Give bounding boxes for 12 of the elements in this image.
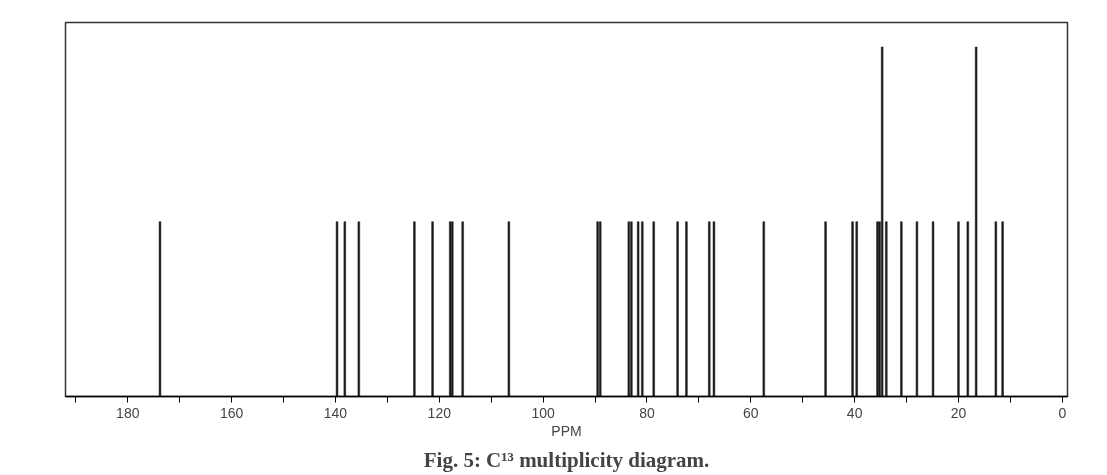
x-axis-title: PPM xyxy=(551,422,582,439)
x-tick-label: 180 xyxy=(116,404,140,421)
x-tick-label: 120 xyxy=(427,404,452,421)
text: Fig. 5: C¹³ multiplicity diagram. xyxy=(423,447,710,472)
x-tick-label: 100 xyxy=(531,404,556,421)
x-tick-label: 80 xyxy=(639,404,655,421)
x-tick-label: 20 xyxy=(950,404,967,421)
x-tick-label: 40 xyxy=(846,404,863,421)
x-tick-label: 140 xyxy=(323,404,348,421)
x-tick-label: 0 xyxy=(1058,404,1067,421)
x-tick-label: 160 xyxy=(219,404,244,421)
x-tick-label: 60 xyxy=(743,404,759,421)
